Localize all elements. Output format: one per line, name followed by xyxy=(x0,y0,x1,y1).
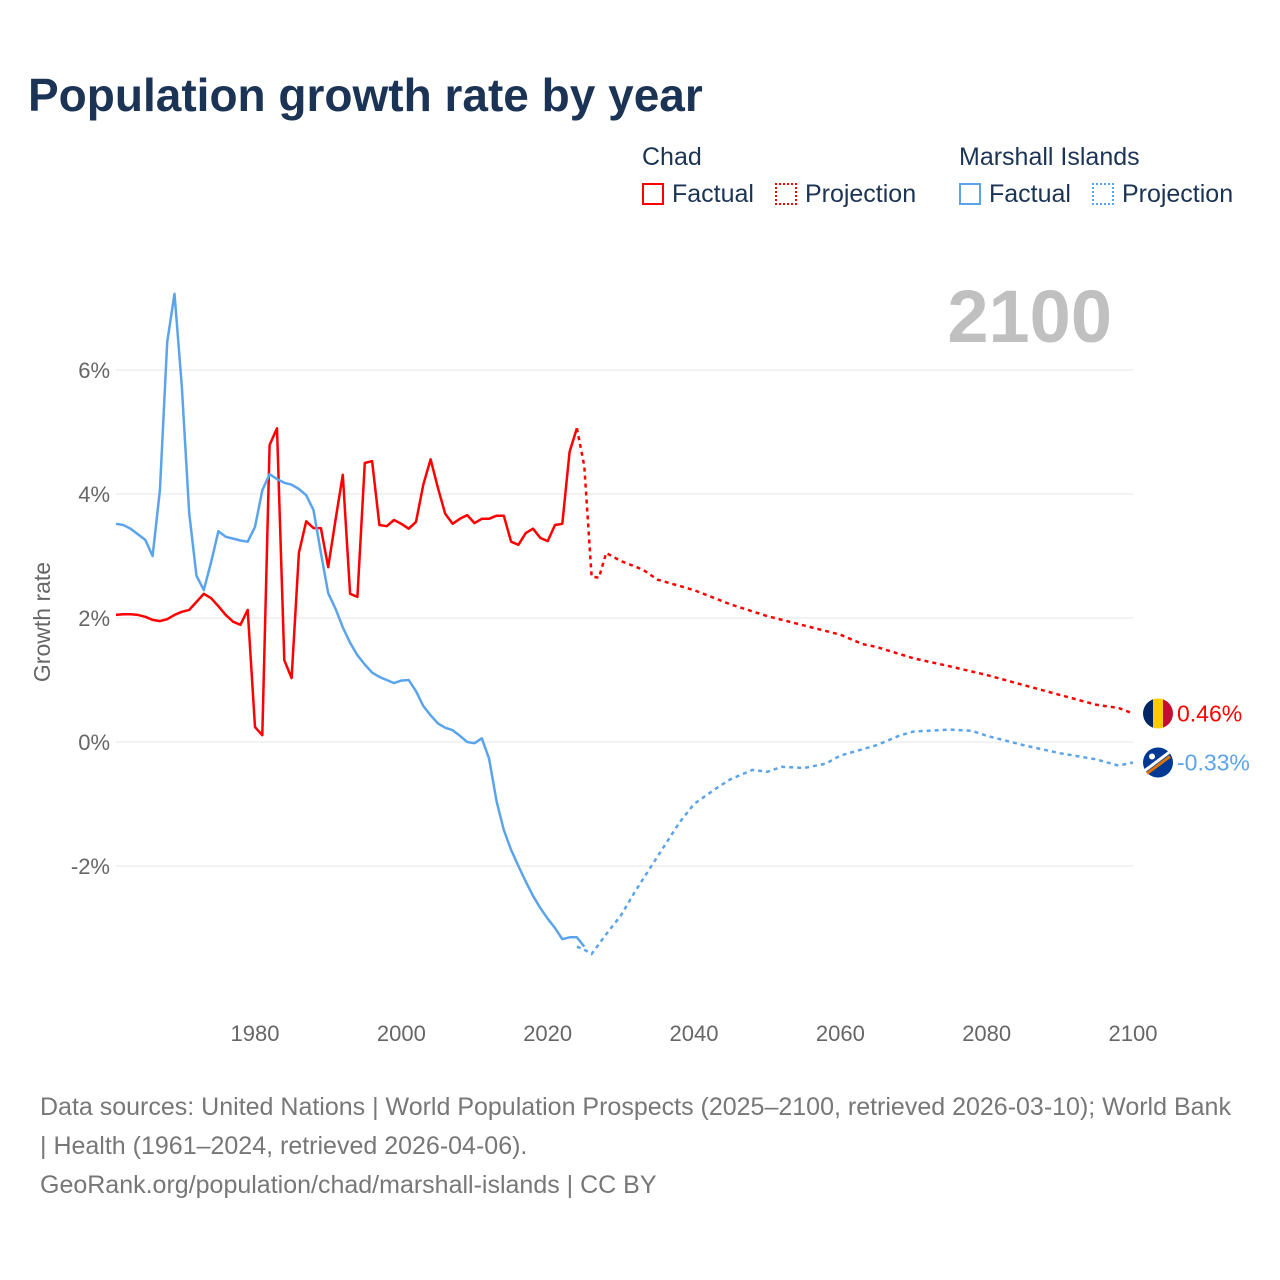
y-tick-label: 2% xyxy=(78,606,110,631)
current-year-label: 2100 xyxy=(947,275,1112,358)
legend-label: Factual xyxy=(672,180,754,208)
x-tick-label: 2080 xyxy=(962,1021,1011,1046)
legend-label: Projection xyxy=(804,180,917,208)
legend-label: Projection xyxy=(1121,180,1234,208)
flag-star xyxy=(1149,753,1155,760)
flag-stripe xyxy=(1163,698,1173,729)
marshall-islands-projection-line xyxy=(576,728,1134,956)
legend-chad-factual[interactable]: Factual xyxy=(642,180,754,208)
x-tick-label: 2000 xyxy=(377,1021,426,1046)
y-tick-label: 4% xyxy=(78,482,110,507)
flag-stripe xyxy=(1153,698,1163,729)
marshall-islands-factual-line xyxy=(115,292,586,948)
legend-group-chad: Chad Factual Projection xyxy=(642,143,916,209)
x-tick-label: 2020 xyxy=(523,1021,572,1046)
y-axis-label: Growth rate xyxy=(29,562,55,682)
legend-marshall-projection[interactable]: Projection xyxy=(1091,180,1234,208)
chart-title: Population growth rate by year xyxy=(28,69,703,121)
y-tick-label: 0% xyxy=(78,730,110,755)
x-tick-label: 1980 xyxy=(231,1021,280,1046)
x-tick-label: 2040 xyxy=(670,1021,719,1046)
y-tick-label: -2% xyxy=(71,854,110,879)
chad-factual-line xyxy=(115,427,579,737)
marshall-islands-end-label: -0.33% xyxy=(1177,749,1250,775)
chad-projection-line xyxy=(575,428,1134,715)
x-tick-label: 2100 xyxy=(1109,1021,1158,1046)
y-tick-label: 6% xyxy=(78,358,110,383)
legend-group-title: Chad xyxy=(642,143,702,171)
marshall-islands-flag-icon xyxy=(1143,747,1173,778)
legend-chad-projection[interactable]: Projection xyxy=(774,180,917,208)
flag-stripe xyxy=(1144,751,1170,772)
legend-group-title: Marshall Islands xyxy=(959,143,1140,171)
data-sources: Data sources: United Nations | World Pop… xyxy=(40,1093,1231,1160)
flag-stripe xyxy=(1146,755,1171,775)
chad-flag-icon xyxy=(1143,698,1173,729)
legend-swatch xyxy=(1091,183,1114,205)
chad-end-label: 0.46% xyxy=(1177,700,1242,726)
flag-stripe xyxy=(1143,698,1153,729)
legend-label: Factual xyxy=(989,180,1071,208)
credit: GeoRank.org/population/chad/marshall-isl… xyxy=(40,1171,657,1199)
legend-marshall-factual[interactable]: Factual xyxy=(959,180,1071,208)
legend-swatch xyxy=(959,183,981,205)
legend-group-marshall: Marshall Islands Factual Projection xyxy=(959,143,1233,209)
legend-swatch xyxy=(774,183,797,205)
legend-swatch xyxy=(642,183,664,205)
x-tick-label: 2060 xyxy=(816,1021,865,1046)
plot-area: 2100 Growth rate 6% 4% 2% 0% -2% 1980 2000 2020… xyxy=(29,275,1250,1046)
footer: Data sources: United Nations | World Pop… xyxy=(40,1088,1240,1205)
